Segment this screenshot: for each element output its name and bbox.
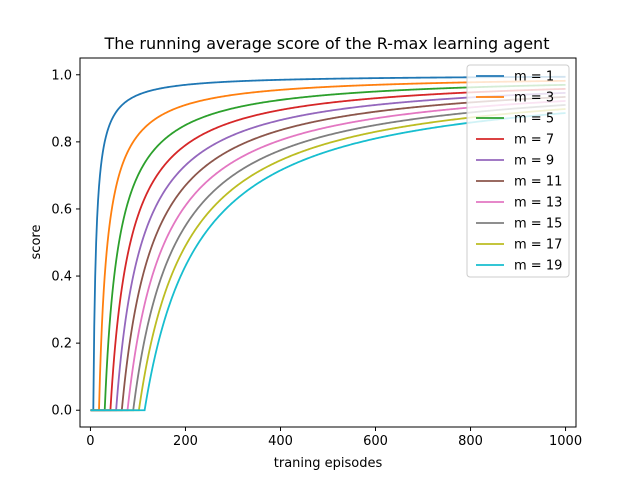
legend-label-3: m = 7 bbox=[514, 133, 554, 148]
legend-label-4: m = 9 bbox=[514, 154, 554, 169]
y-axis-ticks: 0.0 0.2 0.4 0.6 0.8 1.0 bbox=[51, 68, 80, 419]
legend-label-2: m = 5 bbox=[514, 112, 554, 127]
y-tick-label: 1.0 bbox=[51, 68, 72, 83]
x-axis-ticks: 0 200 400 600 800 1000 bbox=[86, 427, 582, 449]
chart-title: The running average score of the R-max l… bbox=[104, 34, 550, 53]
x-tick-label: 200 bbox=[173, 434, 198, 449]
legend-label-0: m = 1 bbox=[514, 70, 554, 85]
y-tick-label: 0.6 bbox=[51, 202, 72, 217]
x-tick-label: 0 bbox=[86, 434, 94, 449]
y-tick-label: 0.2 bbox=[51, 337, 72, 352]
x-tick-label: 1000 bbox=[549, 434, 582, 449]
legend-label-5: m = 11 bbox=[514, 175, 562, 190]
legend: m = 1 m = 3 m = 5 m = 7 m = 9 m = 11 m = 13 m =… bbox=[466, 64, 570, 278]
legend-label-6: m = 13 bbox=[514, 196, 562, 211]
x-tick-label: 800 bbox=[458, 434, 483, 449]
x-tick-label: 400 bbox=[268, 434, 293, 449]
legend-label-9: m = 19 bbox=[514, 259, 562, 274]
y-tick-label: 0.8 bbox=[51, 135, 72, 150]
x-tick-label: 600 bbox=[363, 434, 388, 449]
legend-label-1: m = 3 bbox=[514, 91, 554, 106]
y-tick-label: 0.4 bbox=[51, 270, 72, 285]
y-tick-label: 0.0 bbox=[51, 404, 72, 419]
plot-area-frame bbox=[79, 57, 577, 428]
legend-label-8: m = 17 bbox=[514, 238, 562, 253]
legend-label-7: m = 15 bbox=[514, 217, 562, 232]
y-axis-label: score bbox=[29, 225, 44, 260]
legend-items: m = 1 m = 3 m = 5 m = 7 m = 9 m = 11 m = 13 m =… bbox=[476, 70, 562, 274]
x-axis-label: traning episodes bbox=[274, 456, 383, 471]
